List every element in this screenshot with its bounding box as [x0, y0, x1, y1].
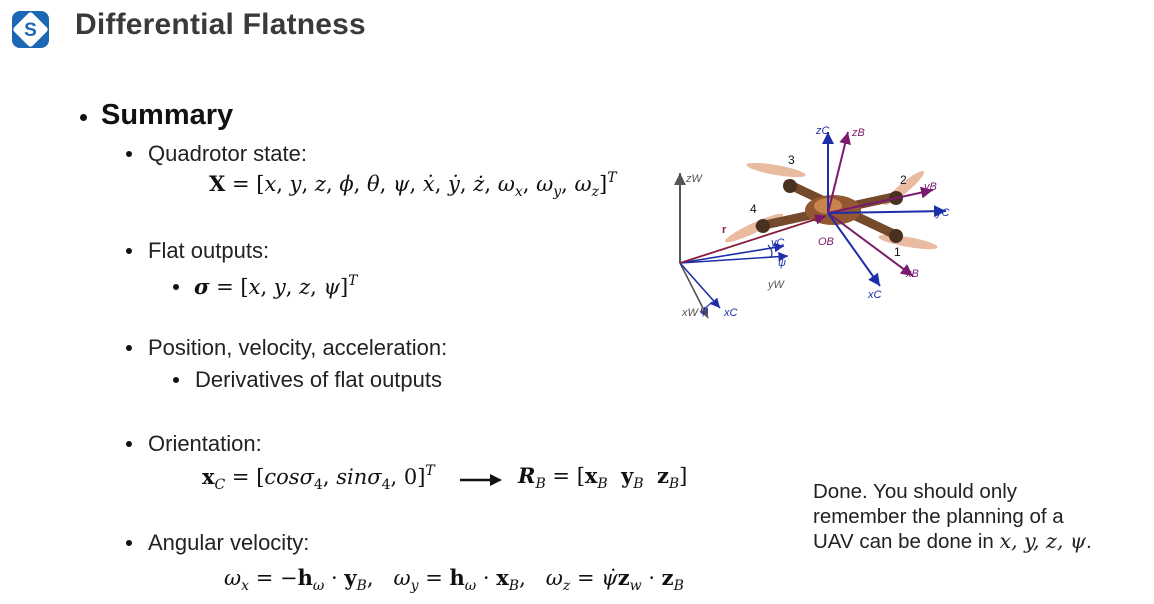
bullet-dot [80, 114, 87, 121]
rotor-label-4: 4 [750, 202, 757, 216]
quadrotor-frames-diagram: zW yW xW xC ψ yC ψ r zC zB yB yC OB xB x… [674, 125, 950, 319]
bullet-dot [126, 441, 132, 447]
note-line-1: Done. You should only [813, 480, 1018, 503]
label-xc-bottom: xC [723, 307, 738, 319]
yc-mid-axis [679, 242, 785, 264]
label-psi-mid: ψ [778, 257, 786, 269]
r-vector [679, 214, 827, 264]
flat-outputs-formula: σ = [x, y, z, ψ]T [194, 273, 358, 299]
label-xw: xW [681, 307, 700, 319]
yb-axis [827, 186, 934, 214]
zb-axis [827, 131, 851, 214]
rotor-label-2: 2 [900, 173, 907, 187]
label-zb: zB [851, 127, 865, 139]
summary-heading: Summary [101, 99, 234, 131]
orientation-formula-right: RB = [xB yB zB] [518, 463, 688, 492]
label-xc-right: xC [867, 289, 882, 301]
note-line-3: UAV can be done in x, y, z, ψ. [813, 529, 1092, 553]
bullet-dot [126, 540, 132, 546]
derivatives-label: Derivatives of flat outputs [195, 367, 443, 392]
label-yw: yW [767, 279, 786, 291]
bullet-dot [126, 151, 132, 157]
label-zw: zW [685, 173, 704, 185]
label-psi-bottom: ψ [700, 305, 708, 317]
label-yc-right: yC [935, 207, 950, 219]
orientation-formula-left: xC = [cosσ4, sinσ4, 0]T [202, 463, 435, 493]
s-logo-icon: S [12, 11, 49, 48]
xc-bottom-axis [679, 262, 721, 309]
rotor-label-3: 3 [788, 153, 795, 167]
quadrotor-state-formula: X = [x, y, z, ϕ, θ, ψ, ẋ, ẏ, ż, ωx, ωy, … [209, 170, 617, 200]
angular-velocity-label: Angular velocity: [148, 530, 310, 555]
bullet-dot [173, 284, 179, 290]
note-line-2: remember the planning of a [813, 505, 1064, 528]
svg-text:S: S [24, 20, 37, 41]
label-r: r [722, 224, 727, 236]
xw-axis [679, 262, 709, 319]
label-zc: zC [815, 125, 830, 137]
summary-note: Done. You should only remember the plann… [813, 479, 1133, 554]
bullet-dot [126, 248, 132, 254]
rotor-label-1: 1 [894, 245, 901, 259]
arrow-right-icon [460, 474, 502, 486]
bullet-dot [173, 377, 179, 383]
angular-velocity-formula: ωx = −hω · yB, ωy = hω · xB, ωz = ψ̇zw ·… [224, 565, 684, 594]
label-ob: OB [818, 236, 834, 248]
yc-right-axis [827, 205, 947, 218]
xb-axis [827, 212, 914, 277]
yw-axis [679, 251, 789, 264]
slide-title: Differential Flatness [75, 8, 366, 41]
orientation-label: Orientation: [148, 431, 262, 456]
position-velocity-label: Position, velocity, acceleration: [148, 335, 448, 360]
label-xb: xB [905, 268, 919, 280]
bullet-dot [126, 345, 132, 351]
xc-right-axis [827, 212, 881, 287]
flat-outputs-label: Flat outputs: [148, 238, 270, 263]
label-yc-mid: yC [770, 237, 785, 249]
quadrotor-state-label: Quadrotor state: [148, 141, 307, 166]
label-yb: yB [923, 181, 937, 193]
